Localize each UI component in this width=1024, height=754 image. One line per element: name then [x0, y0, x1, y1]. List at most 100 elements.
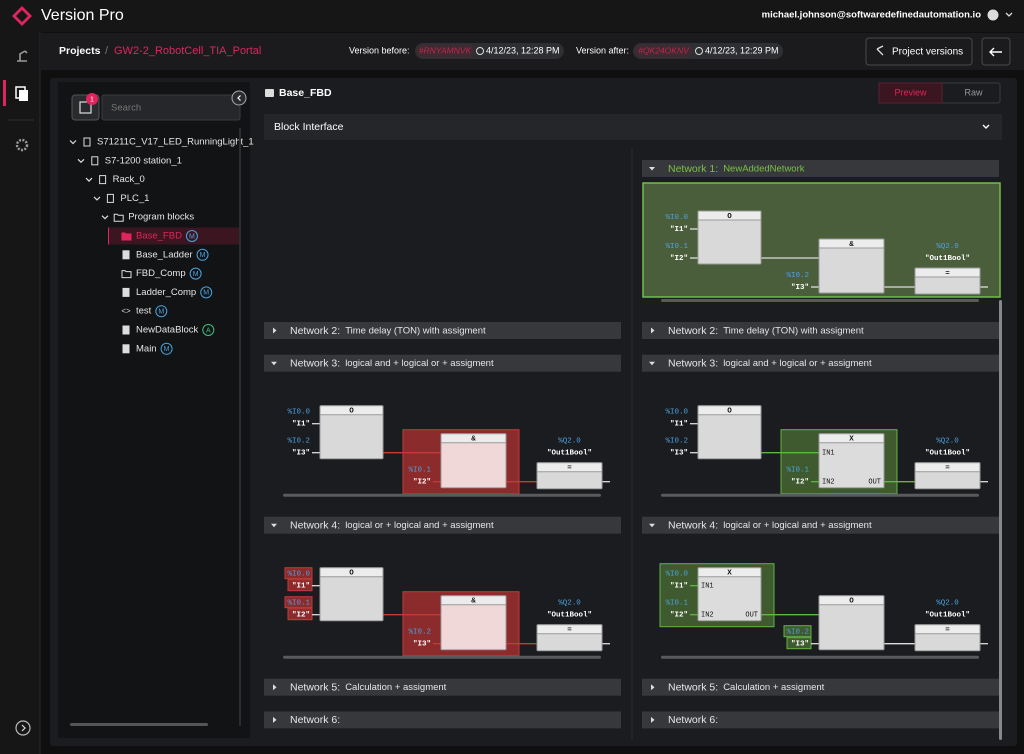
status-letter: M [203, 290, 209, 297]
block-interface-bar[interactable] [264, 114, 1002, 140]
version-hash: #QK24OKNV [638, 45, 690, 55]
operand-tag: "Out1Bool" [547, 612, 592, 620]
tree-item-label[interactable]: FBD_Comp [136, 268, 186, 279]
network-caret [273, 327, 277, 334]
network-header[interactable] [642, 516, 999, 534]
tree-selected-row [108, 227, 240, 245]
version-time: 4/12/23, 12:29 PM [705, 45, 779, 55]
search-placeholder: Search [111, 103, 141, 114]
rail-settings-icon[interactable] [15, 138, 29, 152]
operand-tag: "I2" [670, 255, 688, 263]
fbd-block-title-bar [536, 462, 603, 473]
view-tab[interactable]: Raw [964, 87, 983, 97]
content-vertical-scrollbar [999, 300, 1002, 740]
diagram-scrollbar [661, 655, 979, 659]
network-header[interactable] [642, 322, 999, 339]
tree-item-label[interactable]: PLC_1 [120, 193, 149, 204]
network-header[interactable] [264, 354, 621, 372]
user-menu-chevron[interactable] [1005, 12, 1013, 17]
fbd-block-title-bar [697, 567, 762, 578]
tree-chevron[interactable] [93, 196, 101, 201]
operand-tag: "Out1Bool" [925, 255, 970, 263]
network-header[interactable] [642, 160, 999, 177]
network-title: logical and + logical or + assigment [345, 358, 494, 369]
operand-tag: "I3" [791, 641, 809, 649]
status-badge [160, 342, 173, 355]
fbd-block-title: = [567, 626, 572, 634]
operand-tag: "I3" [791, 284, 809, 292]
collapse-sidebar-button[interactable] [231, 90, 247, 106]
fbd-block-title-bar [440, 595, 507, 606]
network-label: Network 5: [668, 681, 718, 693]
network-caret [649, 361, 655, 366]
fbd-block-title-bar [914, 624, 981, 635]
network-caret [651, 327, 655, 334]
network-header[interactable] [264, 711, 621, 729]
fbd-block-title-bar [536, 624, 603, 635]
status-badge [202, 324, 215, 336]
tree-item-label[interactable]: S7-1200 station_1 [105, 155, 182, 166]
fbd-block-title-bar [697, 210, 762, 221]
operand-tag: "I1" [292, 583, 310, 591]
fbd-block-title-bar [319, 405, 384, 416]
tree-db-icon [122, 325, 130, 335]
fbd-block-title: & [849, 241, 854, 249]
breadcrumb-project[interactable]: GW2-2_RobotCell_TIA_Portal [114, 45, 261, 57]
view-tab[interactable]: Preview [894, 87, 927, 97]
tree-chevron[interactable] [77, 158, 85, 164]
tree-chevron[interactable] [101, 215, 109, 220]
diff-icon [79, 101, 92, 114]
network-caret [651, 716, 655, 723]
block-title: Base_FBD [279, 87, 332, 99]
tree-folder-icon [121, 232, 132, 241]
fbd-block-title: X [727, 569, 732, 577]
rail-robot-icon[interactable] [17, 50, 28, 62]
network-label: Network 3: [668, 357, 718, 369]
network-header[interactable] [642, 678, 999, 696]
version-label: Version after: [576, 45, 629, 55]
operand-address: %I0.2 [786, 272, 809, 280]
fbd-block-title: = [945, 270, 950, 278]
user-avatar[interactable] [987, 9, 999, 21]
tree-item-label[interactable]: Program blocks [128, 212, 194, 223]
network-header[interactable] [264, 322, 621, 339]
status-letter: M [164, 346, 170, 353]
tree-item-label[interactable]: Base_FBD [136, 231, 182, 242]
operand-tag: "I1" [292, 421, 310, 429]
fbd-block-title: O [349, 407, 354, 415]
tree-chevron[interactable] [69, 140, 77, 145]
operand-address: %Q2.0 [558, 600, 581, 608]
tree-item-label[interactable]: Ladder_Comp [136, 287, 196, 298]
search-input[interactable] [101, 94, 241, 121]
rail-expand-button[interactable] [15, 720, 31, 736]
network-title: NewAddedNetwork [723, 164, 805, 175]
operand-address: %I0.0 [665, 214, 688, 222]
tree-item-label[interactable]: test [136, 306, 152, 317]
breadcrumb-root[interactable]: Projects [59, 45, 101, 57]
network-header[interactable] [642, 711, 999, 729]
fbd-block-title-bar [914, 267, 981, 278]
network-header[interactable] [264, 678, 621, 696]
fbd-block-title-bar [697, 405, 762, 416]
project-versions-button[interactable] [865, 37, 973, 66]
operand-address: %I0.2 [408, 629, 431, 637]
tree-device-icon [91, 156, 99, 166]
sidebar-panel [58, 82, 250, 738]
tree-item-label[interactable]: Rack_0 [113, 174, 145, 185]
network-header[interactable] [642, 354, 999, 372]
tree-chevron[interactable] [85, 177, 93, 182]
tree-item-label[interactable]: Base_Ladder [136, 249, 193, 260]
operand-address: %I0.1 [287, 600, 310, 608]
tree-item-label[interactable]: Main [136, 343, 157, 354]
diagram-scrollbar [661, 299, 979, 302]
tree-item-label[interactable]: S71211C_V17_LED_RunningLight_1 [97, 137, 254, 148]
network-label: Network 1: [668, 163, 718, 175]
operand-address: %Q2.0 [936, 243, 959, 251]
tree-item-label[interactable]: NewDataBlock [136, 325, 199, 336]
network-header[interactable] [264, 516, 621, 534]
pin-label: IN2 [822, 479, 835, 487]
diagram-scrollbar [661, 493, 979, 497]
status-badge [189, 267, 202, 280]
fbd-block-title: = [945, 464, 950, 472]
fbd-block-title: & [471, 435, 476, 443]
